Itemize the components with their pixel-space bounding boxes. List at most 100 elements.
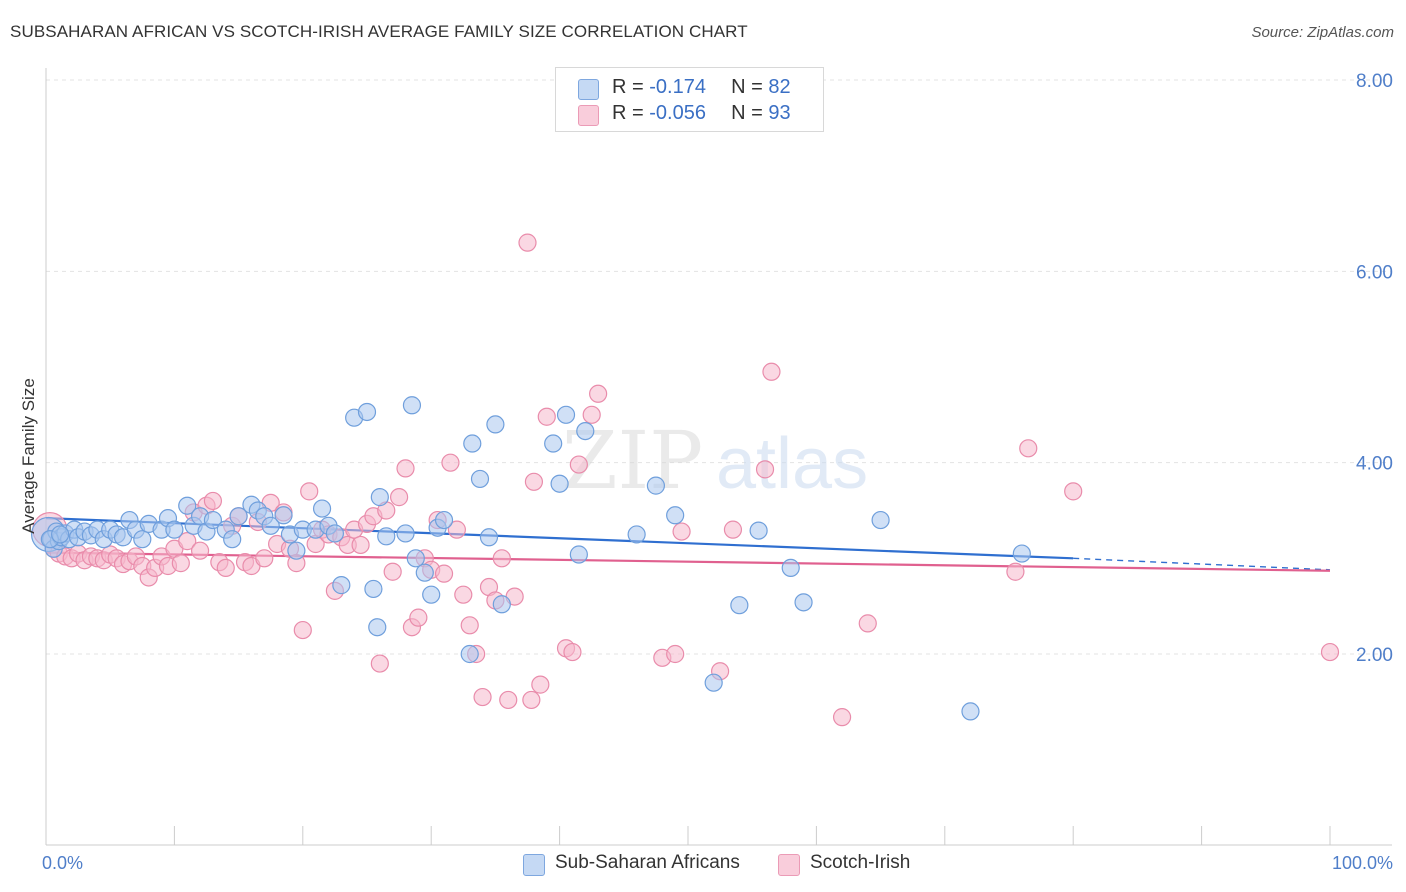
scotch-irish-point bbox=[858, 614, 877, 633]
sub-saharan-point bbox=[396, 524, 415, 543]
scotch-irish-point bbox=[524, 472, 544, 491]
sub-saharan-point bbox=[871, 510, 890, 530]
scotch-irish-point bbox=[531, 675, 550, 694]
legend-r-value: -0.056 bbox=[649, 102, 706, 124]
sub-saharan-point bbox=[274, 506, 293, 525]
scotch-irish-point bbox=[383, 562, 402, 581]
sub-saharan-point bbox=[325, 524, 344, 543]
sub-saharan-point bbox=[556, 405, 576, 424]
sub-saharan-point bbox=[370, 488, 389, 507]
scotch-irish-point bbox=[396, 459, 415, 478]
sub-saharan-point bbox=[223, 530, 242, 549]
scotch-irish-point bbox=[171, 554, 190, 573]
sub-saharan-point bbox=[51, 525, 70, 544]
legend-n-value: 93 bbox=[768, 102, 791, 124]
sub-saharan-point bbox=[704, 673, 723, 692]
stats-legend: R = -0.174 N = 82 R = -0.056 N = 93 bbox=[555, 67, 824, 132]
sub-saharan-point bbox=[357, 402, 377, 422]
scotch-irish-point bbox=[434, 564, 454, 583]
sub-saharan-point bbox=[569, 545, 588, 564]
sub-saharan-point bbox=[1012, 544, 1031, 563]
y-tick-label: 4.00 bbox=[1356, 454, 1393, 475]
legend-n-label: N = bbox=[731, 76, 769, 98]
sub-saharan-point bbox=[463, 434, 482, 453]
sub-saharan-point bbox=[749, 521, 768, 540]
scotch-irish-point bbox=[762, 362, 781, 381]
sub-saharan-point bbox=[364, 579, 383, 599]
sub-saharan-point bbox=[287, 541, 306, 560]
legend-swatch-pink bbox=[578, 105, 599, 126]
sub-saharan-point bbox=[794, 593, 813, 612]
sub-saharan-point bbox=[730, 596, 749, 615]
scotch-irish-point bbox=[723, 520, 743, 539]
series-legend: Sub-Saharan Africans Scotch-Irish bbox=[0, 851, 1406, 879]
scotch-irish-point bbox=[460, 616, 479, 635]
y-tick-label: 8.00 bbox=[1356, 71, 1393, 92]
y-tick-label: 6.00 bbox=[1356, 262, 1393, 283]
scotch-irish-point bbox=[666, 644, 685, 664]
legend-label: Scotch-Irish bbox=[810, 852, 911, 873]
sub-saharan-point bbox=[492, 595, 511, 614]
scotch-irish-point bbox=[1006, 562, 1025, 581]
scotch-irish-point bbox=[300, 482, 319, 501]
sub-saharan-point bbox=[479, 528, 499, 547]
scotch-irish-point bbox=[522, 690, 541, 710]
scotch-irish-point bbox=[672, 522, 691, 541]
sub-saharan-point bbox=[576, 421, 595, 441]
scotch-irish-point bbox=[351, 535, 370, 555]
scotch-irish-point bbox=[492, 549, 511, 568]
scotch-irish-point bbox=[473, 687, 492, 707]
scotch-irish-point bbox=[755, 460, 775, 479]
sub-saharan-point bbox=[550, 474, 569, 493]
legend-swatch-blue bbox=[578, 79, 599, 100]
legend-r-value: -0.174 bbox=[649, 76, 706, 98]
sub-saharan-point bbox=[415, 563, 434, 582]
sub-saharan-point bbox=[460, 644, 479, 664]
chart-title: SUBSAHARAN AFRICAN VS SCOTCH-IRISH AVERA… bbox=[10, 22, 748, 41]
legend-n-label: N = bbox=[731, 102, 769, 124]
sub-saharan-point bbox=[470, 469, 490, 489]
scotch-irish-point bbox=[582, 405, 601, 424]
scotch-irish-point bbox=[370, 654, 389, 673]
sub-saharan-point bbox=[368, 618, 387, 637]
scotch-irish-point bbox=[537, 407, 556, 426]
sub-saharan-point bbox=[627, 525, 646, 544]
scotch-irish-point bbox=[518, 233, 537, 252]
watermark: ZIP atlas bbox=[562, 414, 868, 507]
y-tick-labels: 2.00 4.00 6.00 8.00 bbox=[1356, 71, 1393, 666]
scotch-irish-point bbox=[832, 708, 852, 727]
sub-saharan-point bbox=[544, 434, 563, 453]
sub-saharan-point bbox=[486, 415, 505, 434]
sub-saharan-point bbox=[781, 558, 800, 578]
scotch-irish-point bbox=[563, 642, 582, 662]
sub-saharan-point bbox=[434, 510, 454, 530]
sub-saharan-point bbox=[646, 476, 666, 495]
sub-saharan-point bbox=[961, 702, 980, 721]
sub-saharan-point bbox=[402, 396, 422, 415]
scotch-irish-point bbox=[255, 549, 274, 568]
legend-r-label: R = bbox=[612, 102, 650, 124]
scotch-irish-point bbox=[190, 541, 210, 560]
scotch-irish-point bbox=[1064, 482, 1083, 501]
sub-saharan-points bbox=[30, 396, 1031, 721]
source-label: Source: ZipAtlas.com bbox=[1251, 24, 1394, 41]
scotch-irish-point bbox=[203, 491, 223, 511]
scotch-irish-point bbox=[1019, 439, 1038, 458]
scotch-irish-point bbox=[441, 453, 460, 472]
sub-saharan-trend-extension bbox=[1073, 557, 1331, 571]
sub-saharan-point bbox=[406, 549, 425, 568]
scotch-irish-point bbox=[589, 384, 608, 403]
y-tick-label: 2.00 bbox=[1356, 645, 1393, 666]
x-axis-max-label: 100.0% bbox=[1332, 853, 1393, 873]
axes bbox=[45, 68, 1392, 846]
sub-saharan-point bbox=[178, 496, 197, 515]
legend-swatch-blue bbox=[523, 854, 545, 876]
grid-lines bbox=[46, 79, 1392, 655]
scotch-irish-point bbox=[454, 585, 473, 604]
sub-saharan-point bbox=[377, 527, 396, 546]
sub-saharan-point bbox=[666, 506, 685, 525]
y-axis-label: Average Family Size bbox=[19, 378, 38, 534]
sub-saharan-point bbox=[165, 520, 184, 539]
legend-n-value: 82 bbox=[768, 76, 791, 98]
